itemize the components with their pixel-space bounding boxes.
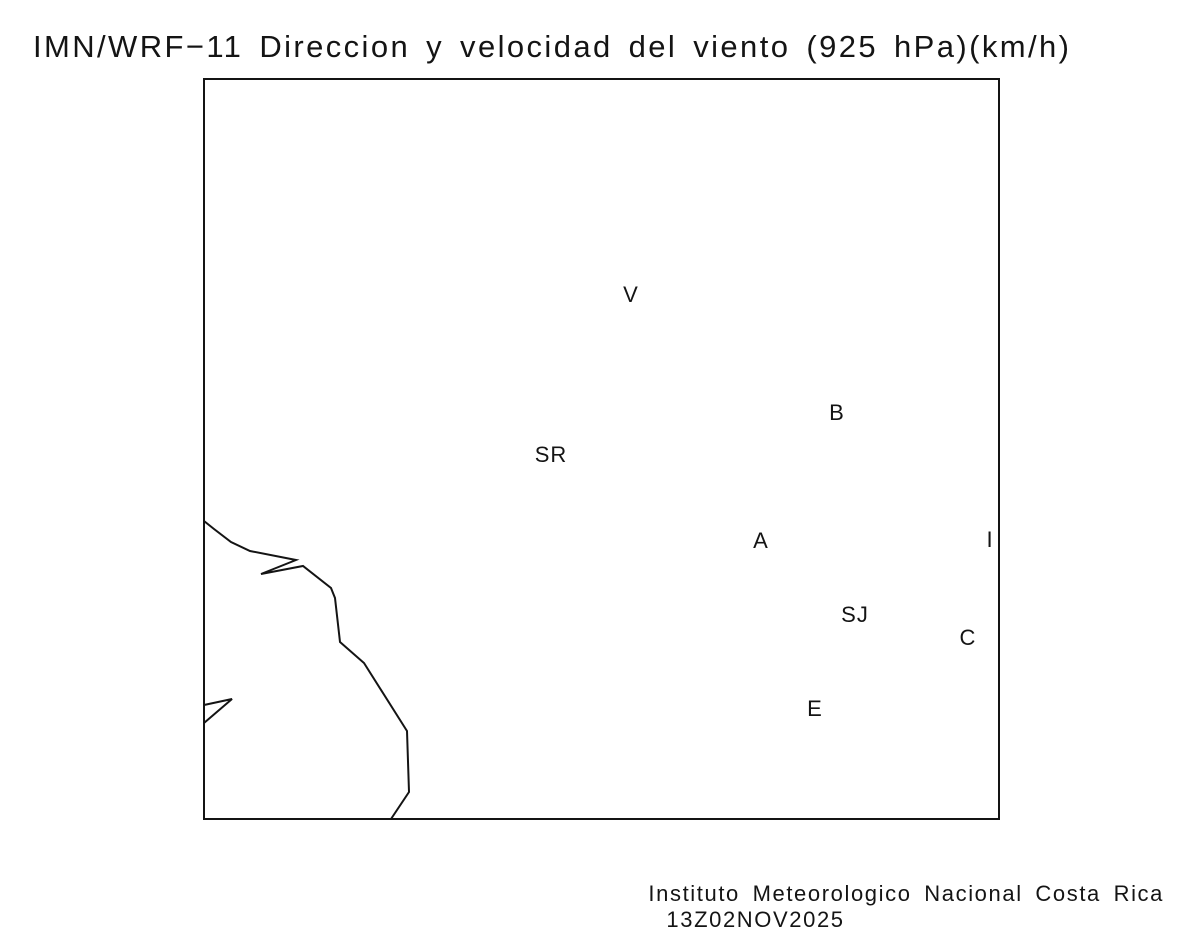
station-label-v: V [623,282,639,307]
station-label-b: B [829,400,845,425]
station-label-e: E [807,696,823,721]
station-label-sr: SR [535,442,568,467]
peninsula-spike-path [203,698,233,724]
footer-credit: Instituto Meteorologico Nacional Costa R… [648,881,1164,906]
footer-timestamp: 13Z02NOV2025 [666,907,845,932]
page-title: IMN/WRF−11 Direccion y velocidad del vie… [33,29,1072,64]
station-label-i: I [986,527,993,552]
wind-map: V B SR A I SJ C E [203,78,1000,820]
station-label-c: C [960,625,977,650]
station-label-a: A [753,528,769,553]
station-label-sj: SJ [841,602,869,627]
footer: Instituto Meteorologico Nacional Costa R… [623,855,1164,933]
map-border [203,78,1000,820]
coastline-path [203,520,411,820]
